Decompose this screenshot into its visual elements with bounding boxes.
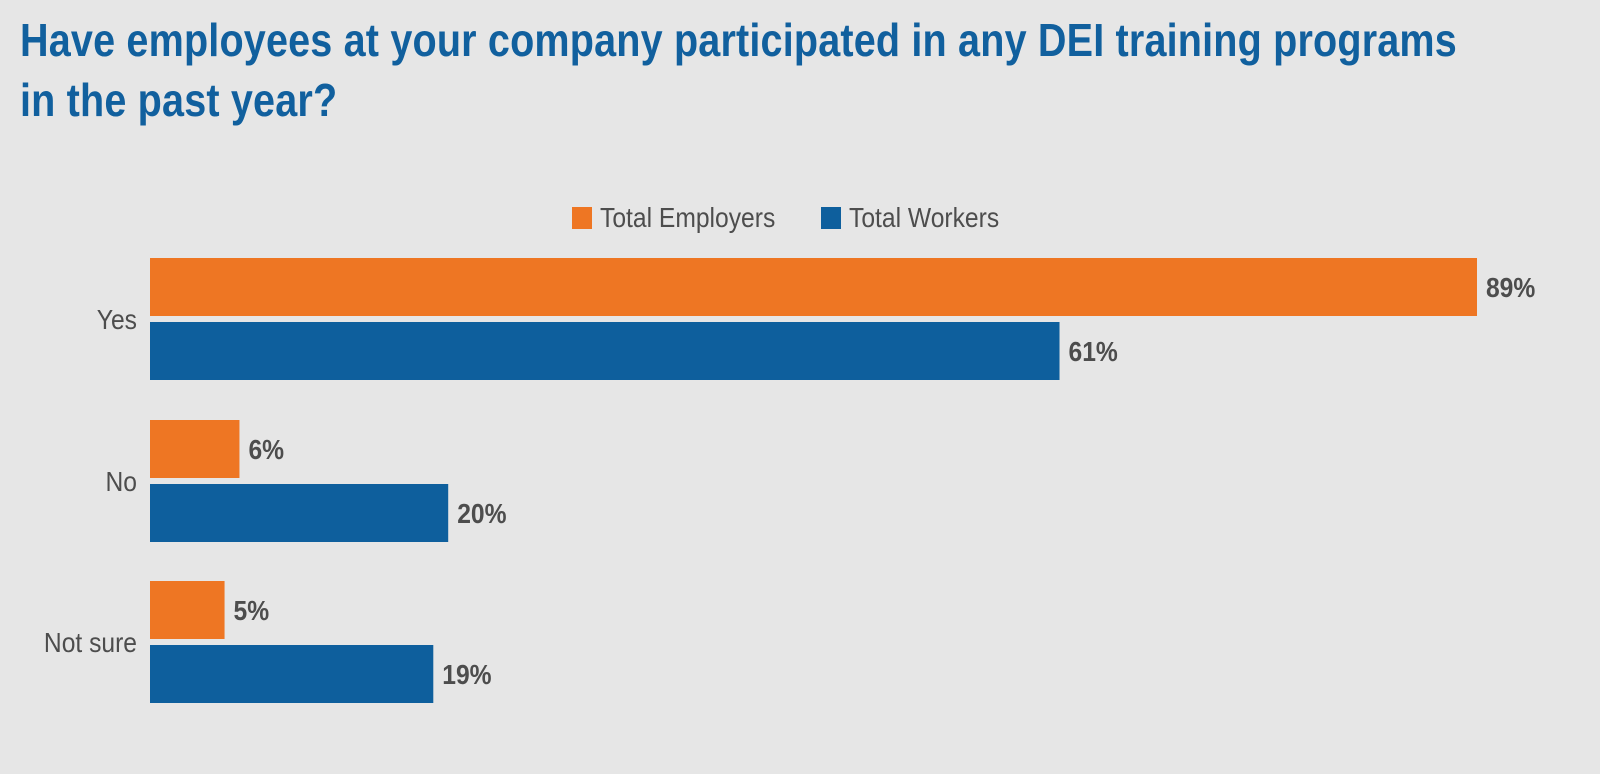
bar-not-sure-workers xyxy=(150,645,434,703)
legend-swatch-workers xyxy=(821,207,842,229)
chart-legend: Total Employers Total Workers xyxy=(572,200,1042,236)
category-label-yes: Yes xyxy=(97,304,137,336)
chart-title: Have employees at your company participa… xyxy=(20,10,1457,130)
value-label-yes-workers: 61% xyxy=(1069,336,1118,368)
bar-no-employers xyxy=(150,420,240,478)
chart-title-line-1: Have employees at your company participa… xyxy=(20,14,1457,66)
bar-not-sure-employers xyxy=(150,581,225,639)
bar-no-workers xyxy=(150,484,449,542)
bar-yes-workers xyxy=(150,322,1060,380)
value-label-not-sure-employers: 5% xyxy=(234,595,270,627)
chart-title-line-2: in the past year? xyxy=(20,74,338,126)
value-label-no-workers: 20% xyxy=(457,498,506,530)
value-label-yes-employers: 89% xyxy=(1486,272,1535,304)
category-label-no: No xyxy=(106,466,137,498)
value-label-no-employers: 6% xyxy=(248,434,284,466)
category-label-not-sure: Not sure xyxy=(44,627,137,659)
legend-item-employers: Total Employers xyxy=(572,202,799,234)
legend-item-workers: Total Workers xyxy=(821,202,1020,234)
bar-yes-employers xyxy=(150,258,1477,316)
legend-label-employers: Total Employers xyxy=(600,202,776,233)
value-label-not-sure-workers: 19% xyxy=(442,659,491,691)
legend-label-workers: Total Workers xyxy=(849,202,1000,233)
legend-swatch-employers xyxy=(572,207,592,229)
